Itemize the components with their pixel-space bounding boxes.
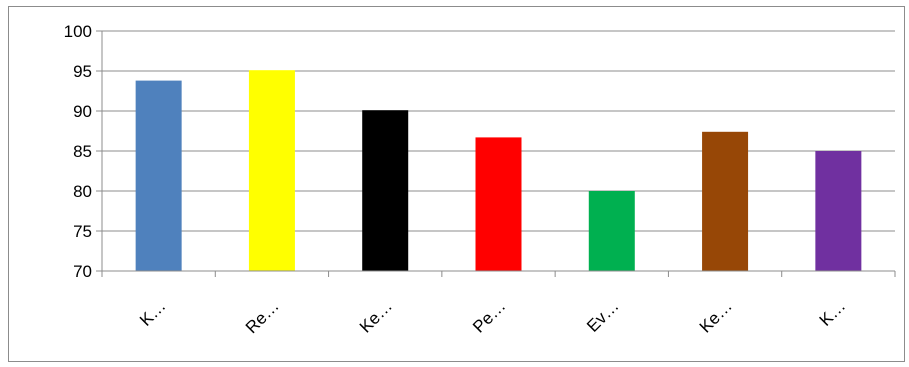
- y-tick-label: 75: [73, 222, 92, 241]
- y-tick-label: 80: [73, 182, 92, 201]
- bars: [135, 70, 862, 271]
- bar-1: [248, 70, 295, 271]
- x-category-label: Re…: [242, 296, 283, 337]
- x-category-label: Ev…: [583, 296, 622, 335]
- y-tick-label: 95: [73, 62, 92, 81]
- axes: [96, 30, 896, 277]
- bar-4: [588, 191, 635, 271]
- bar-3: [475, 137, 522, 271]
- bar-0: [135, 80, 182, 271]
- y-tick-label: 70: [73, 262, 92, 281]
- x-category-label: Ke…: [356, 296, 396, 336]
- x-category-label: K…: [136, 296, 169, 329]
- x-category-label: Pe…: [469, 296, 509, 336]
- y-tick-label: 90: [73, 102, 92, 121]
- bar-2: [362, 110, 409, 271]
- x-category-label: Ke…: [696, 296, 736, 336]
- bar-5: [702, 131, 749, 271]
- y-tick-label: 100: [64, 22, 92, 41]
- y-tick-label: 85: [73, 142, 92, 161]
- x-category-label: K…: [816, 296, 849, 329]
- grid-lines: [102, 30, 895, 232]
- bar-6: [815, 151, 862, 271]
